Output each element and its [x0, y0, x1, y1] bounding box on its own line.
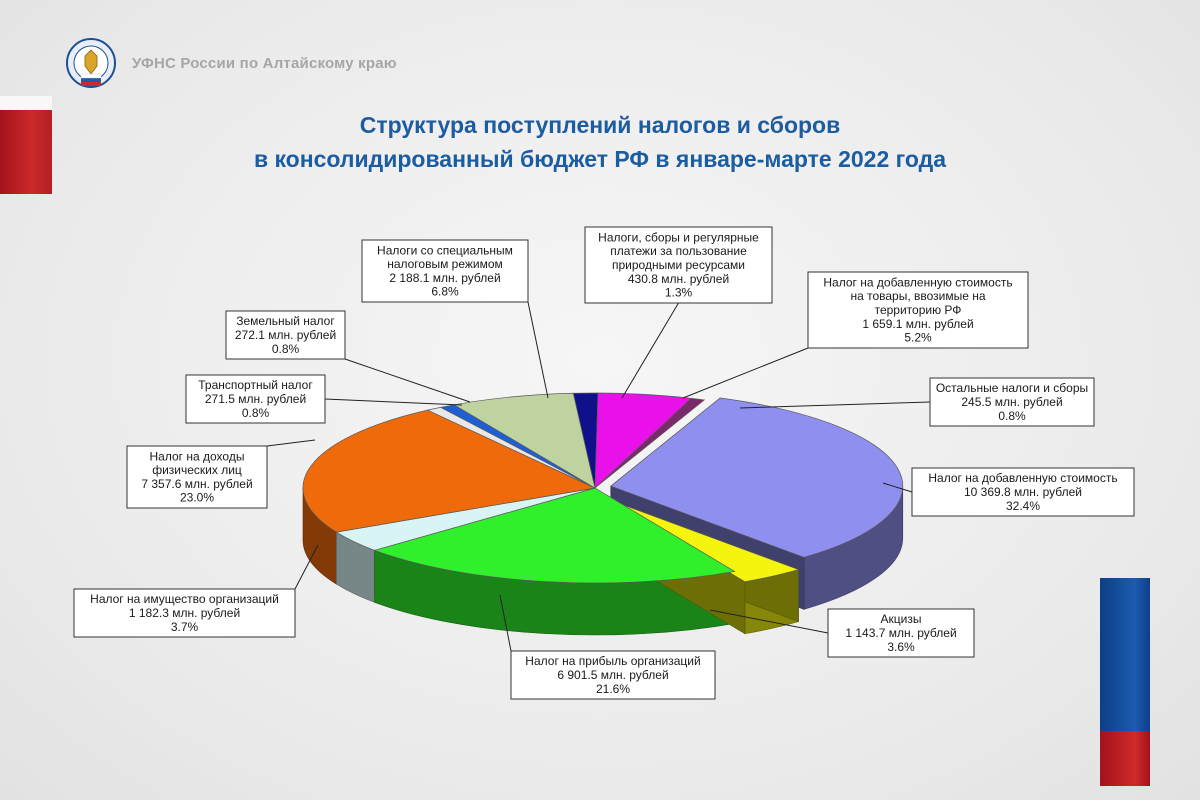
callout-4-line-0: Налог на доходы: [150, 449, 245, 463]
callout-7-line-3: 6.8%: [431, 285, 459, 299]
callout-6-line-2: 0.8%: [272, 342, 300, 356]
callout-9-line-1: на товары, ввозимые на: [850, 289, 985, 303]
leader-line-1: [709, 609, 829, 634]
left-decor-red-bar: [0, 110, 52, 194]
callout-8-line-4: 1.3%: [665, 286, 693, 300]
callout-0-line-0: Налог на добавленную стоимость: [928, 471, 1117, 485]
callout-8-line-0: Налоги, сборы и регулярные: [598, 230, 759, 244]
callout-5-line-2: 0.8%: [242, 406, 270, 420]
callout-2-line-1: 6 901.5 млн. рублей: [557, 668, 668, 682]
chart-title-line-2: в консолидированный бюджет РФ в январе-м…: [253, 146, 947, 172]
callout-2-line-0: Налог на прибыль организаций: [525, 654, 700, 668]
callout-box-2: [510, 650, 716, 700]
pie-layer: [302, 392, 904, 636]
callout-8-line-2: природными ресурсами: [612, 258, 745, 272]
organization-name: УФНС России по Алтайскому краю: [132, 55, 397, 72]
callout-5-line-1: 271.5 млн. рублей: [205, 392, 306, 406]
callout-10-line-2: 0.8%: [998, 409, 1026, 423]
callout-3-line-0: Налог на имущество организаций: [90, 592, 279, 606]
callout-5-line-0: Транспортный налог: [198, 378, 313, 392]
callout-box-8: [584, 226, 773, 304]
callout-8-line-1: платежи за пользование: [610, 244, 747, 258]
callout-10-line-1: 245.5 млн. рублей: [961, 395, 1062, 409]
callout-1-line-1: 1 143.7 млн. рублей: [845, 626, 956, 640]
callout-box-3: [73, 588, 296, 638]
callout-8-line-3: 430.8 млн. рублей: [628, 272, 729, 286]
callout-6-line-1: 272.1 млн. рублей: [235, 328, 336, 342]
pie-slice-4: [302, 409, 597, 533]
callout-1-line-0: Акцизы: [881, 612, 922, 626]
leader-line-6: [344, 358, 471, 403]
pie-slice-2: [373, 487, 736, 584]
callout-9-line-4: 5.2%: [904, 331, 932, 345]
callout-4-line-1: физических лиц: [152, 463, 242, 477]
callout-2-line-2: 21.6%: [596, 682, 630, 696]
callout-4-line-3: 23.0%: [180, 491, 214, 505]
chart-title: Структура поступлений налогов и сборов в…: [0, 108, 1200, 176]
leader-line-0: [882, 482, 913, 493]
right-decor-flag-bar: [1100, 578, 1150, 786]
leader-line-3: [294, 544, 319, 590]
callout-box-0: [911, 467, 1135, 517]
leader-line-10: [739, 401, 931, 409]
callout-6-line-0: Земельный налог: [236, 314, 335, 328]
leader-lines-layer: [266, 301, 931, 652]
callout-3-line-2: 3.7%: [171, 620, 199, 634]
leader-line-9: [682, 347, 809, 399]
callout-box-9: [807, 271, 1029, 349]
pie-slice-10: [594, 397, 706, 489]
callout-9-line-2: территорию РФ: [875, 303, 962, 317]
chart-title-line-1: Структура поступлений налогов и сборов: [359, 112, 841, 138]
callout-box-10: [929, 377, 1095, 427]
callout-3-line-1: 1 182.3 млн. рублей: [129, 606, 240, 620]
callout-box-5: [185, 374, 326, 424]
leader-line-7: [527, 301, 549, 399]
leader-line-2: [499, 594, 512, 652]
callout-7-line-2: 2 188.1 млн. рублей: [389, 271, 500, 285]
fns-emblem-logo: [66, 38, 116, 88]
pie-slice-0: [610, 397, 904, 558]
callout-box-1: [827, 608, 975, 658]
leader-line-8: [621, 302, 679, 399]
callout-9-line-0: Налог на добавленную стоимость: [823, 275, 1012, 289]
callout-7-line-1: налоговым режимом: [387, 257, 503, 271]
flag-blue-stripe: [1100, 578, 1150, 731]
flag-red-stripe: [1100, 731, 1150, 786]
callout-0-line-1: 10 369.8 млн. рублей: [964, 485, 1082, 499]
leader-line-5: [324, 398, 463, 406]
callout-1-line-2: 3.6%: [887, 640, 915, 654]
pie-slice-1: [605, 497, 800, 583]
callout-box-6: [225, 310, 346, 360]
callout-4-line-2: 7 357.6 млн. рублей: [141, 477, 252, 491]
callout-10-line-0: Остальные налоги и сборы: [936, 381, 1088, 395]
callout-7-line-0: Налоги со специальным: [377, 243, 513, 257]
callout-box-4: [126, 445, 268, 509]
callout-box-7: [361, 239, 529, 303]
callout-0-line-2: 32.4%: [1006, 499, 1040, 513]
callout-9-line-3: 1 659.1 млн. рублей: [862, 317, 973, 331]
leader-line-4: [266, 439, 316, 447]
